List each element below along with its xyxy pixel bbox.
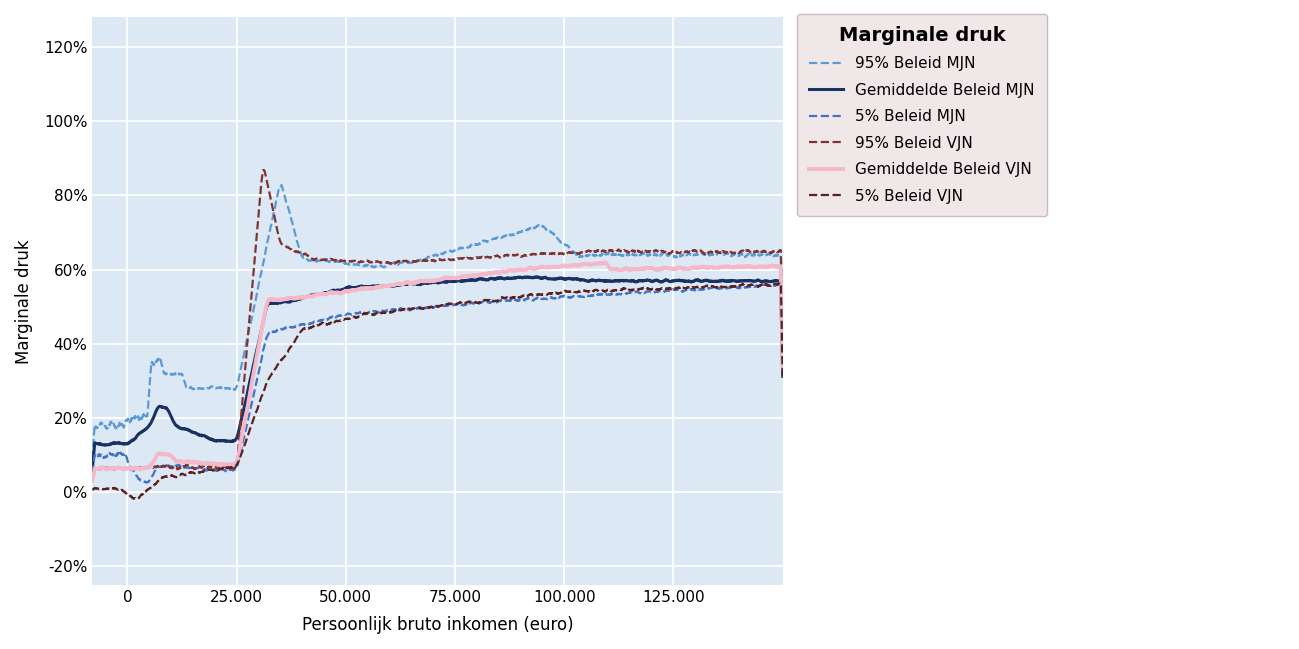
95% Beleid MJN (164, 371, 179, 378)
Gemiddelde Beleid MJN (776, 373, 791, 380)
5% Beleid VJN (773, 279, 788, 287)
Gemiddelde Beleid VJN (204, 459, 220, 467)
95% Beleid VJN (204, 463, 220, 471)
5% Beleid MJN (687, 286, 703, 294)
95% Beleid MJN (379, 261, 395, 269)
95% Beleid VJN (164, 464, 179, 472)
5% Beleid MJN (164, 463, 179, 471)
95% Beleid MJN (687, 251, 703, 259)
5% Beleid MJN (349, 309, 365, 317)
5% Beleid VJN (776, 373, 791, 380)
Gemiddelde Beleid VJN (776, 364, 791, 372)
Gemiddelde Beleid MJN (520, 273, 535, 281)
Gemiddelde Beleid VJN (84, 476, 100, 484)
5% Beleid MJN (84, 469, 100, 477)
X-axis label: Persoonlijk bruto inkomen (euro): Persoonlijk bruto inkomen (euro) (301, 616, 573, 634)
95% Beleid VJN (776, 354, 791, 361)
Gemiddelde Beleid VJN (598, 258, 613, 266)
95% Beleid MJN (761, 250, 777, 258)
Gemiddelde Beleid VJN (687, 264, 703, 272)
5% Beleid MJN (761, 282, 777, 289)
95% Beleid VJN (687, 247, 703, 254)
Gemiddelde Beleid VJN (379, 282, 395, 289)
95% Beleid MJN (776, 358, 791, 365)
5% Beleid VJN (129, 495, 144, 503)
95% Beleid MJN (274, 181, 290, 189)
Legend: 95% Beleid MJN, Gemiddelde Beleid MJN, 5% Beleid MJN, 95% Beleid VJN, Gemiddelde: 95% Beleid MJN, Gemiddelde Beleid MJN, 5… (798, 14, 1047, 216)
Gemiddelde Beleid MJN (687, 276, 703, 284)
Gemiddelde Beleid VJN (164, 452, 179, 459)
95% Beleid VJN (349, 258, 365, 265)
5% Beleid MJN (379, 307, 395, 315)
95% Beleid VJN (761, 249, 777, 256)
Line: 5% Beleid VJN: 5% Beleid VJN (92, 283, 783, 499)
Y-axis label: Marginale druk: Marginale druk (16, 239, 32, 363)
Line: 95% Beleid VJN: 95% Beleid VJN (92, 170, 783, 480)
Gemiddelde Beleid MJN (349, 284, 365, 291)
Gemiddelde Beleid MJN (379, 282, 395, 289)
Gemiddelde Beleid MJN (761, 278, 777, 286)
5% Beleid MJN (204, 466, 220, 474)
Line: Gemiddelde Beleid MJN: Gemiddelde Beleid MJN (92, 277, 783, 467)
5% Beleid VJN (761, 282, 777, 289)
95% Beleid MJN (204, 383, 220, 391)
Line: 95% Beleid MJN: 95% Beleid MJN (92, 185, 783, 459)
Gemiddelde Beleid MJN (84, 463, 100, 471)
Gemiddelde Beleid VJN (761, 263, 777, 271)
Gemiddelde Beleid MJN (204, 435, 220, 443)
95% Beleid MJN (84, 455, 100, 463)
5% Beleid VJN (349, 313, 365, 321)
5% Beleid VJN (164, 472, 179, 480)
Line: 5% Beleid MJN: 5% Beleid MJN (92, 284, 783, 482)
5% Beleid MJN (139, 478, 155, 486)
5% Beleid VJN (204, 466, 220, 474)
95% Beleid VJN (256, 166, 271, 174)
5% Beleid MJN (776, 373, 791, 380)
Line: Gemiddelde Beleid VJN: Gemiddelde Beleid VJN (92, 262, 783, 480)
95% Beleid VJN (379, 258, 395, 266)
95% Beleid VJN (84, 476, 100, 484)
Gemiddelde Beleid MJN (164, 413, 179, 421)
5% Beleid VJN (379, 309, 395, 317)
Gemiddelde Beleid VJN (349, 286, 365, 293)
5% Beleid VJN (687, 284, 703, 291)
95% Beleid MJN (349, 261, 365, 269)
5% Beleid MJN (755, 280, 770, 288)
5% Beleid VJN (84, 486, 100, 494)
